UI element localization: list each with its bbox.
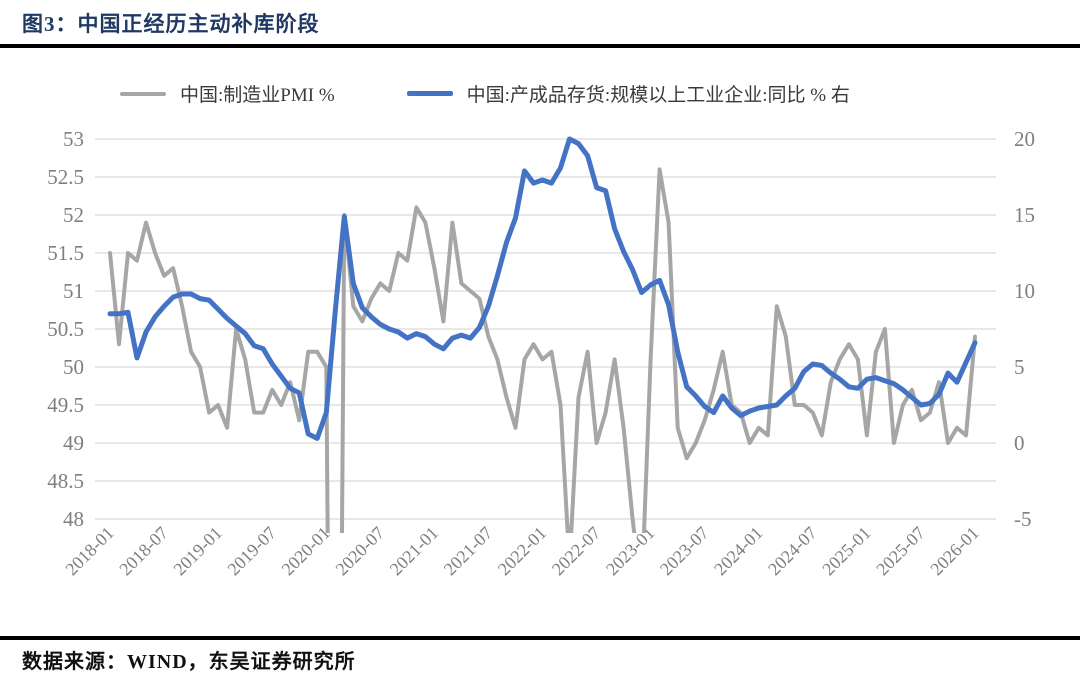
x-axis-tick-label: 2022-07: [548, 523, 605, 580]
x-axis-tick-label: 2019-07: [223, 523, 280, 580]
x-axis-tick-label: 2022-01: [494, 523, 551, 580]
legend-item-inventory: 中国:产成品存货:规模以上工业企业:同比 % 右: [406, 80, 850, 107]
figure-title: 图3：中国正经历主动补库阶段: [22, 12, 320, 36]
left-axis-tick-label: 53: [63, 127, 84, 151]
left-axis-tick-label: 49: [63, 431, 84, 455]
left-axis-tick-label: 51.5: [47, 241, 84, 265]
x-axis-tick-label: 2018-01: [61, 523, 118, 580]
x-axis-tick-label: 2024-01: [710, 523, 767, 580]
left-axis-tick-label: 52: [63, 203, 84, 227]
x-axis-tick-label: 2019-01: [169, 523, 226, 580]
x-axis-tick-label: 2020-01: [278, 523, 335, 580]
legend-item-pmi: 中国:制造业PMI %: [120, 80, 335, 107]
right-axis-tick-label: 5: [1014, 355, 1025, 379]
inventory-line: [107, 136, 978, 441]
chart-legend: 中国:制造业PMI % 中国:产成品存货:规模以上工业企业:同比 % 右: [120, 80, 850, 107]
left-axis-tick-label: 50: [63, 355, 84, 379]
pmi-line: [108, 167, 977, 533]
top-divider: [0, 44, 1080, 48]
x-axis-tick-label: 2021-01: [386, 523, 443, 580]
left-axis-tick-label: 51: [63, 279, 84, 303]
x-axis-tick-label: 2026-01: [926, 523, 983, 580]
x-axis-tick-label: 2018-07: [115, 523, 172, 580]
x-axis-tick-label: 2021-07: [440, 523, 497, 580]
left-axis-tick-label: 50.5: [47, 317, 84, 341]
x-axis-tick-label: 2023-07: [656, 523, 713, 580]
x-axis-tick-label: 2025-01: [818, 523, 875, 580]
pmi-line-swatch: [120, 91, 166, 96]
inventory-legend-label: 中国:产成品存货:规模以上工业企业:同比 % 右: [466, 85, 850, 106]
right-axis-tick-label: 10: [1014, 279, 1035, 303]
right-axis-tick-label: 20: [1014, 127, 1035, 151]
data-source: 数据来源：WIND，东吴证券研究所: [22, 651, 356, 673]
line-chart: 53 52.5 52 51.5 51 50.5 50 49.5 49 48.5 48 20 15 10 5 0…: [0, 110, 1080, 622]
left-axis-tick-label: 49.5: [47, 393, 84, 417]
pmi-legend-label: 中国:制造业PMI %: [180, 85, 335, 106]
right-axis-tick-label: -5: [1014, 507, 1032, 531]
right-axis-tick-label: 15: [1014, 203, 1035, 227]
left-axis-tick-label: 48: [63, 507, 84, 531]
x-axis-tick-label: 2025-07: [872, 523, 929, 580]
x-axis-tick-label: 2023-01: [602, 523, 659, 580]
x-axis-tick-label: 2024-07: [764, 523, 821, 580]
right-axis-tick-label: 0: [1014, 431, 1025, 455]
left-axis-tick-label: 52.5: [47, 165, 84, 189]
bottom-divider: [0, 636, 1080, 640]
inventory-line-swatch: [406, 91, 453, 96]
chart-canvas: 5352.55251.55150.55049.54948.54820151050…: [47, 127, 1035, 580]
left-axis-tick-label: 48.5: [47, 469, 84, 493]
